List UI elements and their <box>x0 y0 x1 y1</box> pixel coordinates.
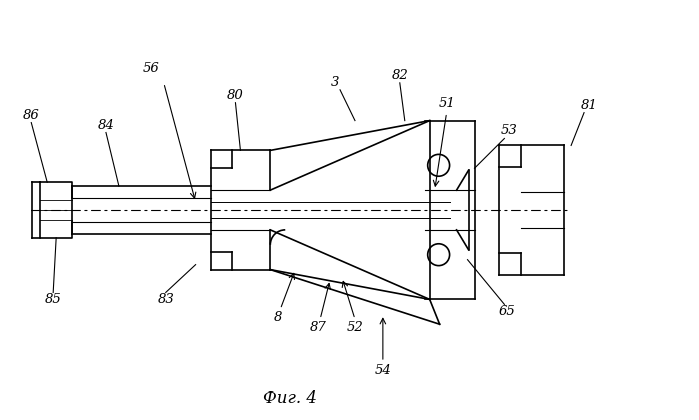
Text: 87: 87 <box>310 321 326 334</box>
Circle shape <box>428 155 449 176</box>
Text: 3: 3 <box>331 76 339 89</box>
Text: 86: 86 <box>23 109 40 122</box>
Circle shape <box>428 244 449 265</box>
Text: 85: 85 <box>45 293 62 306</box>
Text: 54: 54 <box>375 365 391 378</box>
Text: 56: 56 <box>143 63 159 76</box>
Text: Фиг. 4: Фиг. 4 <box>264 390 317 407</box>
Text: 80: 80 <box>227 89 244 102</box>
Text: 8: 8 <box>274 311 282 324</box>
Text: 82: 82 <box>391 69 408 82</box>
Text: 53: 53 <box>501 124 518 137</box>
Text: 52: 52 <box>347 321 363 334</box>
Text: 65: 65 <box>499 305 516 318</box>
Text: 81: 81 <box>581 99 598 112</box>
Text: 83: 83 <box>157 293 174 306</box>
Text: 84: 84 <box>98 119 115 132</box>
Text: 51: 51 <box>438 97 455 110</box>
